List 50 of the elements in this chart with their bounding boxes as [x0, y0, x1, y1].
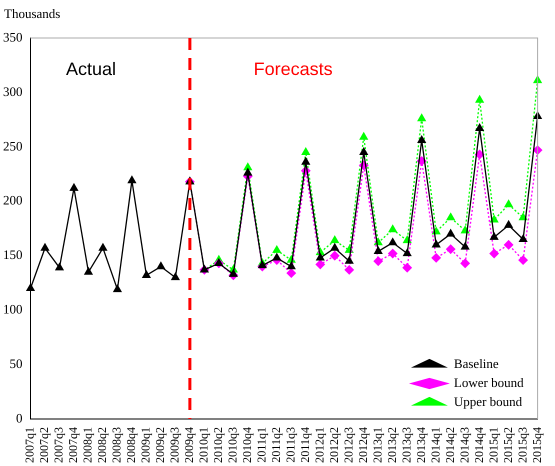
x-tick-label: 2007q4	[66, 427, 80, 463]
x-tick-label: 2007q1	[22, 427, 37, 463]
x-tick-label: 2015q2	[500, 427, 515, 463]
x-tick-label: 2008q1	[80, 427, 95, 463]
x-tick-label: 2015q1	[486, 427, 500, 463]
y-tick-label: 150	[3, 247, 22, 262]
x-tick-label: 2009q2	[153, 427, 168, 463]
y-tick-label: 100	[3, 302, 22, 317]
x-tick-label: 2013q4	[414, 427, 428, 463]
legend-label: Baseline	[454, 356, 499, 371]
y-tick-label: 250	[3, 138, 22, 154]
y-axis-title: Thousands	[4, 6, 60, 22]
x-tick-label: 2009q1	[138, 427, 153, 463]
x-tick-label: 2008q3	[110, 427, 124, 463]
legend-label: Upper bound	[454, 394, 523, 409]
x-tick-label: 2011q4	[298, 427, 312, 463]
x-tick-label: 2007q2	[37, 427, 52, 463]
x-tick-label: 2012q2	[326, 427, 341, 463]
y-tick-label: 300	[3, 84, 22, 99]
x-tick-label: 2012q1	[312, 427, 326, 463]
y-tick-label: 0	[16, 410, 22, 426]
x-tick-label: 2014q3	[457, 427, 472, 463]
y-tick-label: 50	[10, 356, 22, 371]
x-tick-label: 2014q1	[428, 427, 442, 463]
y-tick-label: 200	[3, 192, 22, 208]
x-tick-label: 2011q3	[283, 427, 298, 463]
x-tick-label: 2009q4	[182, 427, 196, 463]
x-tick-label: 2008q4	[124, 427, 138, 463]
x-tick-label: 2015q4	[530, 427, 544, 463]
x-tick-label: 2015q3	[515, 427, 530, 463]
x-tick-label: 2010q1	[196, 427, 211, 463]
x-tick-label: 2010q3	[225, 427, 240, 463]
x-tick-label: 2014q2	[442, 427, 457, 463]
annotation: Forecasts	[254, 58, 333, 79]
annotation: Actual	[66, 58, 116, 79]
x-tick-label: 2013q1	[370, 427, 384, 463]
x-tick-label: 2014q4	[472, 427, 486, 463]
x-tick-label: 2012q3	[341, 427, 356, 463]
x-tick-label: 2011q1	[254, 427, 268, 463]
x-tick-label: 2008q2	[95, 427, 110, 463]
x-tick-label: 2007q3	[52, 427, 66, 463]
x-tick-label: 2010q4	[240, 427, 254, 463]
x-tick-label: 2012q4	[356, 427, 370, 463]
x-tick-label: 2013q2	[384, 427, 399, 463]
legend-label: Lower bound	[454, 374, 524, 390]
x-tick-label: 2011q2	[268, 427, 283, 463]
x-tick-label: 2013q3	[399, 427, 414, 463]
x-tick-label: 2009q3	[168, 427, 182, 463]
x-tick-label: 2010q2	[211, 427, 226, 463]
y-tick-label: 350	[3, 29, 22, 44]
